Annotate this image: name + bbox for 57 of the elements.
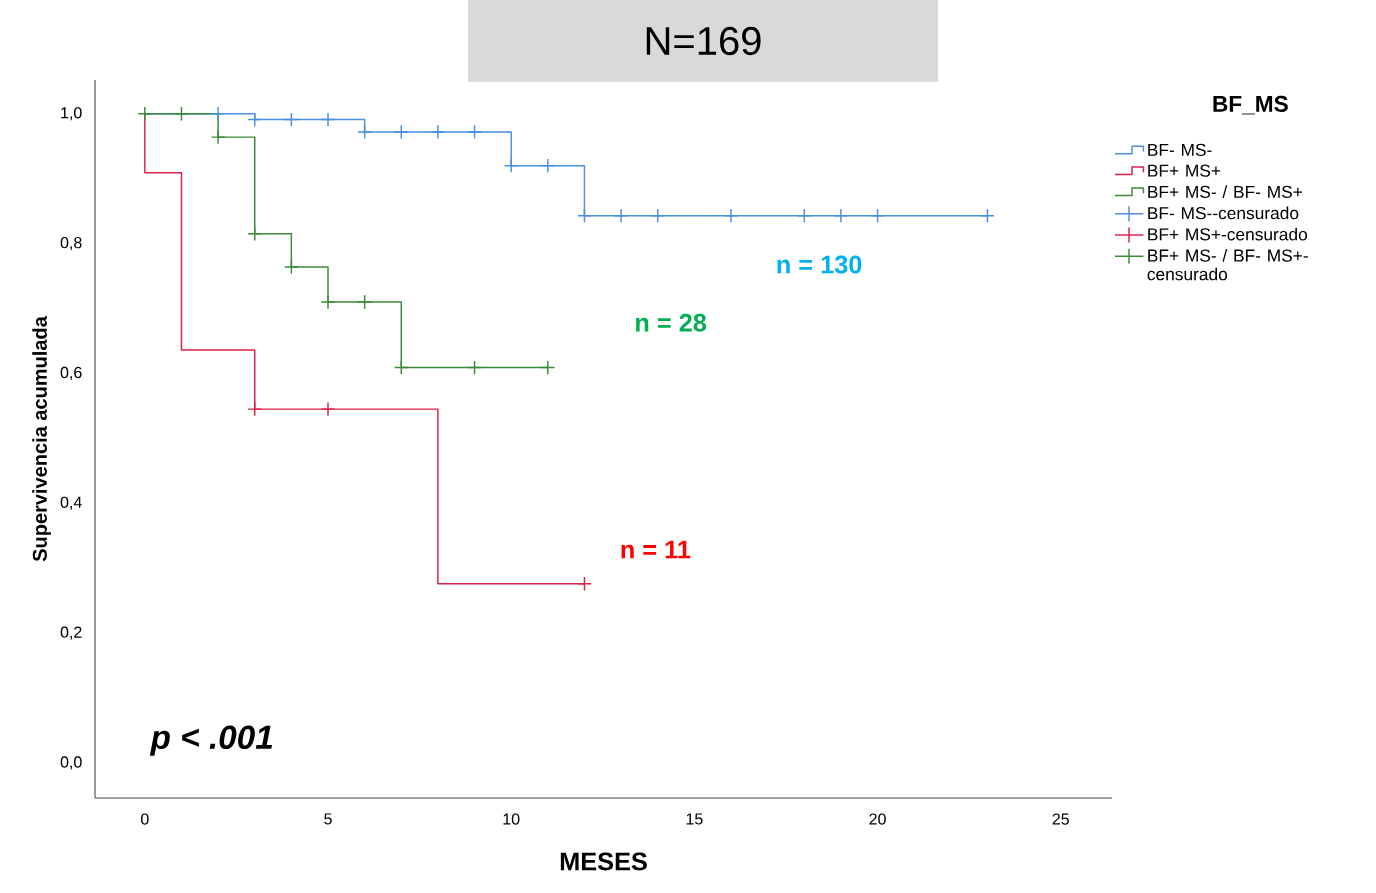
y-tick-label: 0,8 [60, 236, 82, 251]
legend-label: BF- MS--censurado [1148, 206, 1299, 220]
point [430, 124, 446, 140]
point [283, 112, 299, 127]
annotation: n = 28 [636, 313, 707, 332]
point [467, 124, 482, 140]
point [320, 112, 336, 127]
point [320, 294, 336, 310]
x-axis-title: MESES [560, 852, 647, 871]
point [320, 401, 336, 417]
legend-label: BF+ MS- / BF- MS+-censurado [1147, 248, 1308, 281]
chart-title: N=169 [646, 26, 761, 56]
point [467, 360, 482, 375]
x-tick-label: 5 [324, 813, 332, 825]
annotation: n = 130 [777, 255, 862, 274]
legend-label: BF- MS- [1148, 143, 1212, 157]
point [833, 208, 849, 224]
point [174, 106, 189, 122]
point [247, 226, 263, 242]
point [283, 259, 299, 275]
point [210, 129, 226, 145]
point [247, 401, 263, 417]
point [247, 112, 263, 127]
point [723, 208, 739, 224]
x-tick-label: 25 [1052, 813, 1069, 825]
y-tick-label: 0,6 [60, 366, 82, 381]
point [870, 208, 885, 224]
point [503, 158, 519, 174]
point [577, 208, 592, 224]
y-tick-label: 0,4 [60, 496, 82, 510]
y-tick-label: 0,0 [60, 756, 82, 770]
point [650, 208, 666, 224]
point [210, 106, 226, 122]
legend-label: BF+ MS- / BF- MS+ [1148, 185, 1302, 199]
point [357, 124, 373, 140]
legend-label: BF+ MS+ [1148, 164, 1221, 177]
x-tick-label: 15 [686, 813, 703, 825]
legend-label: BF+ MS+-censurado [1148, 227, 1307, 241]
point [540, 360, 556, 375]
y-tick-label: 1,0 [61, 107, 82, 121]
point [796, 208, 812, 224]
annotation: n = 11 [621, 540, 691, 559]
point [540, 158, 556, 174]
point [980, 208, 995, 224]
legend-title: BF_MS [1213, 95, 1288, 115]
annotation: p < .001 [149, 725, 272, 756]
point [137, 106, 153, 122]
point [393, 360, 409, 375]
x-tick-label: 10 [503, 813, 520, 825]
point [613, 208, 629, 224]
point [357, 294, 373, 310]
point [393, 124, 409, 140]
point [577, 576, 592, 592]
y-tick-label: 0,2 [60, 626, 82, 640]
x-tick-label: 20 [869, 813, 886, 825]
x-tick-label: 0 [141, 813, 149, 825]
y-axis-title: Supervivencia acumulada [32, 316, 51, 562]
